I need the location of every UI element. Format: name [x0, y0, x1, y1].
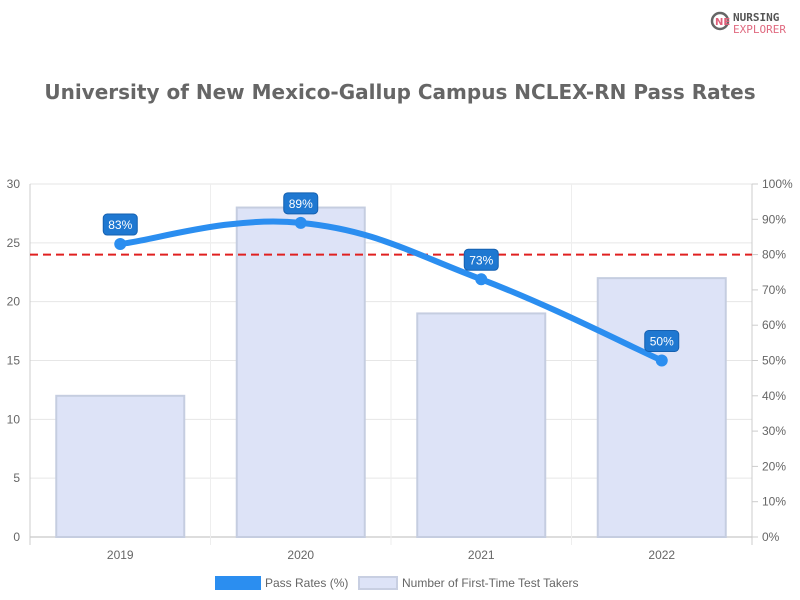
right-tick-label: 0%: [762, 530, 780, 544]
svg-text:NE: NE: [715, 17, 730, 28]
data-label-box: [102, 213, 138, 236]
bar-2019: [55, 394, 186, 538]
pass-rate-line: [117, 218, 665, 364]
svg-text:NURSING: NURSING: [733, 11, 780, 24]
x-tick-label: 2019: [107, 548, 134, 562]
svg-text:EXPLORER: EXPLORER: [733, 23, 786, 36]
left-tick-label: 15: [7, 354, 21, 368]
right-tick-label: 70%: [762, 283, 786, 297]
data-label-box: [283, 192, 319, 215]
right-tick-label: 20%: [762, 459, 786, 473]
bar-2020: [235, 206, 366, 539]
right-tick-label: 30%: [762, 424, 786, 438]
right-tick-label: 50%: [762, 354, 786, 368]
left-tick-label: 10: [7, 412, 21, 426]
right-tick-label: 80%: [762, 248, 786, 262]
pass-rate-point-2021: [475, 273, 488, 286]
right-tick-label: 10%: [762, 495, 786, 509]
left-tick-label: 20: [7, 295, 21, 309]
right-tick-label: 60%: [762, 318, 786, 332]
right-tick-label: 40%: [762, 389, 786, 403]
pass-rate-point-2022: [655, 354, 668, 367]
right-tick-label: 100%: [762, 177, 793, 191]
data-label-box: [644, 330, 680, 352]
data-label: 83%: [108, 218, 132, 232]
data-label: 89%: [289, 197, 313, 211]
data-label-box: [463, 248, 499, 271]
pass-rate-point-2019: [114, 238, 127, 251]
chart-title: University of New Mexico-Gallup Campus N…: [44, 80, 756, 104]
x-tick-label: 2021: [468, 548, 495, 562]
left-tick-label: 25: [7, 236, 21, 250]
legend-item-pass-rates[interactable]: Pass Rates (%): [215, 576, 348, 590]
logo-icon: NE NURSING EXPLORER: [710, 11, 786, 36]
legend-label: Number of First-Time Test Takers: [402, 576, 579, 590]
legend-swatch-pass-rates: [215, 576, 261, 590]
pass-rate-point-2020: [294, 216, 307, 229]
x-tick-label: 2020: [287, 548, 314, 562]
legend-label: Pass Rates (%): [265, 576, 349, 590]
bar-2022: [596, 277, 727, 538]
legend-swatch-test-takers: [358, 576, 398, 590]
right-tick-label: 90%: [762, 212, 786, 226]
legend-item-test-takers[interactable]: Number of First-Time Test Takers: [358, 576, 578, 590]
bar-2021: [416, 312, 547, 538]
left-tick-label: 0: [13, 530, 20, 544]
left-tick-label: 5: [13, 471, 20, 485]
nursing-explorer-logo: NE NURSING EXPLORER: [710, 8, 795, 36]
left-tick-label: 30: [7, 177, 21, 191]
data-label: 50%: [650, 335, 674, 349]
x-tick-label: 2022: [648, 548, 675, 562]
data-label: 73%: [469, 253, 493, 267]
